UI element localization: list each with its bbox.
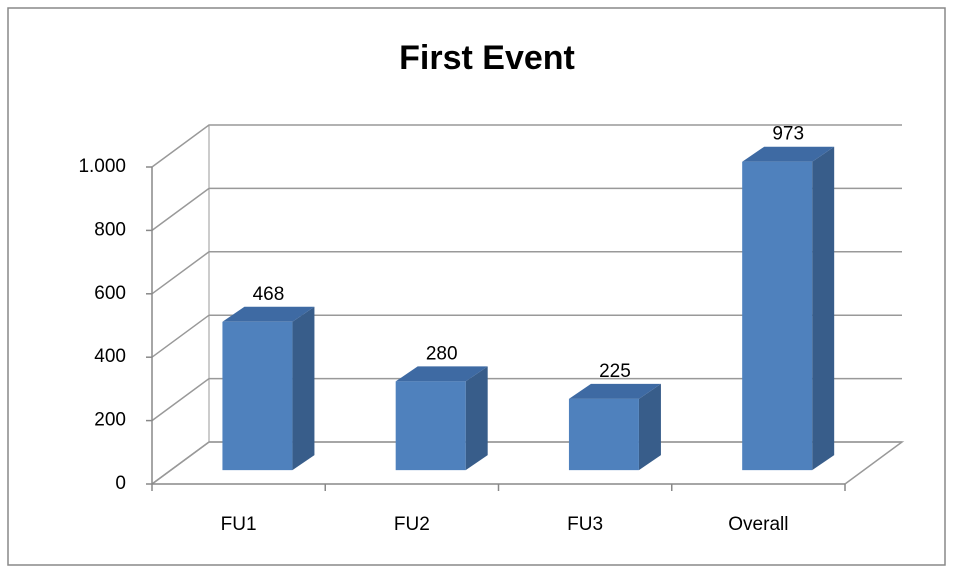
grid-line: [151, 314, 902, 358]
y-tick-label: 800: [94, 219, 126, 240]
value-label: 973: [772, 124, 804, 145]
bar-side: [638, 383, 661, 471]
value-label: 225: [599, 361, 631, 382]
bar-side: [812, 146, 835, 471]
grid-line: [151, 124, 902, 168]
bar-top: [568, 383, 661, 399]
grid-line: [151, 377, 902, 422]
y-tick-label: 600: [94, 283, 126, 304]
y-tick-label: 1.000: [78, 156, 126, 177]
bar-side: [292, 306, 315, 471]
value-label: 280: [426, 343, 458, 364]
value-label: 468: [253, 284, 285, 305]
y-tick-label: 200: [94, 410, 126, 431]
chart-title: First Event: [399, 39, 575, 77]
x-tick-label: FU1: [221, 514, 257, 535]
grid-line: [151, 187, 902, 232]
y-tick-label: 0: [115, 473, 126, 494]
x-tick-label: Overall: [728, 514, 788, 535]
bar: [568, 398, 639, 471]
x-tick-label: FU3: [567, 514, 603, 535]
grid-line: [151, 251, 902, 295]
bar: [222, 321, 293, 471]
grid-line: [151, 441, 902, 485]
bar-top: [395, 366, 488, 382]
y-tick-label: 400: [94, 346, 126, 367]
bar: [742, 161, 813, 471]
bar: [395, 381, 466, 471]
bar-top: [742, 146, 835, 162]
bar-side: [465, 366, 488, 471]
x-tick-label: FU2: [394, 514, 430, 535]
bar-top: [222, 306, 315, 322]
